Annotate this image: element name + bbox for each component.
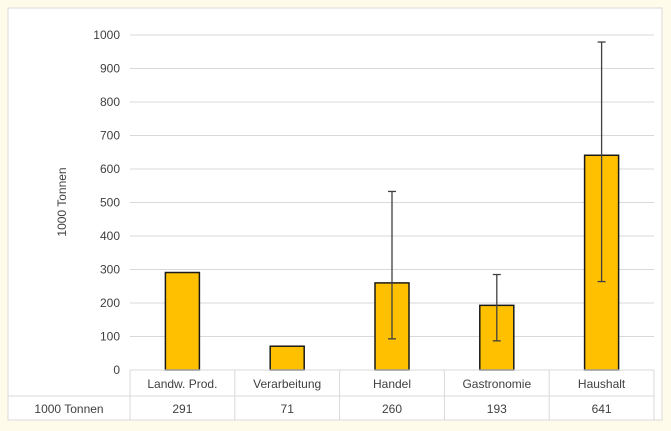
table-value: 71 xyxy=(281,402,295,416)
y-axis-label: 1000 Tonnen xyxy=(55,167,69,236)
data-table: Landw. Prod. Verarbeitung Handel Gastronomi… xyxy=(7,369,655,421)
error-bars xyxy=(388,41,606,342)
table-row-label: 1000 Tonnen xyxy=(34,402,103,416)
y-tick-label: 700 xyxy=(100,129,120,143)
table-value: 641 xyxy=(592,402,612,416)
bar xyxy=(164,271,201,371)
plot-background xyxy=(7,7,663,421)
y-tick-label: 500 xyxy=(100,196,120,210)
y-tick-label: 0 xyxy=(113,363,120,377)
x-category-label: Landw. Prod. xyxy=(147,377,217,391)
y-axis-tick-labels: 0 100 200 300 400 500 600 700 800 900 1000 xyxy=(93,28,120,377)
table-value: 193 xyxy=(487,402,507,416)
y-tick-label: 300 xyxy=(100,263,120,277)
y-tick-label: 800 xyxy=(100,95,120,109)
y-tick-label: 600 xyxy=(100,162,120,176)
y-tick-label: 400 xyxy=(100,229,120,243)
error-bar xyxy=(388,190,396,340)
y-tick-label: 1000 xyxy=(93,28,120,42)
table-value: 260 xyxy=(382,402,402,416)
table-value: 291 xyxy=(172,402,192,416)
error-bar xyxy=(597,41,606,283)
bar xyxy=(269,345,305,371)
x-category-label: Haushalt xyxy=(578,377,626,391)
x-category-label: Verarbeitung xyxy=(253,377,321,391)
y-tick-label: 100 xyxy=(100,330,120,344)
x-category-label: Handel xyxy=(373,377,411,391)
y-tick-label: 200 xyxy=(100,296,120,310)
y-tick-label: 900 xyxy=(100,62,120,76)
error-bar xyxy=(492,273,501,342)
x-category-label: Gastronomie xyxy=(462,377,531,391)
